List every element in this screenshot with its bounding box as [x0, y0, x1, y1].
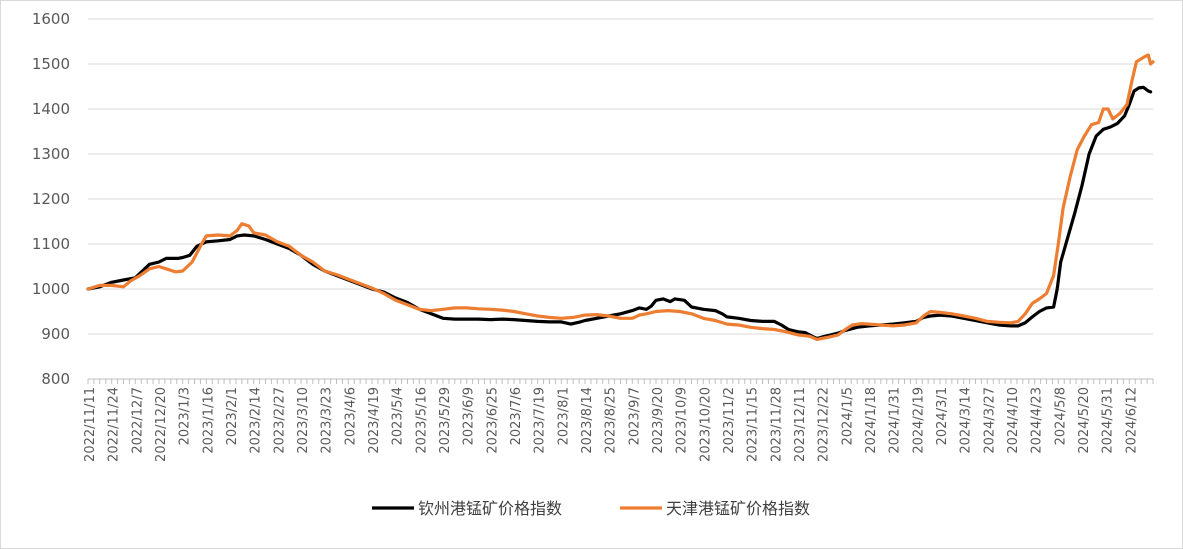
- x-tick-label: 2024/1/31: [888, 387, 903, 454]
- y-tick-label: 1200: [32, 190, 70, 208]
- x-tick-label: 2024/3/27: [982, 387, 997, 454]
- y-tick-labels: 800 900 1000 1100 1200 1300 1400 1500 1600: [32, 10, 70, 388]
- y-tick-label: 1000: [32, 280, 70, 298]
- x-tick-label: 2023/10/20: [698, 387, 713, 462]
- series-lines: [86, 53, 1155, 341]
- x-tick-label: 2023/8/25: [604, 387, 619, 454]
- x-tick-label: 2023/6/9: [462, 387, 477, 445]
- legend-item-1: 钦州港锰矿价格指数: [372, 499, 562, 518]
- y-tick-label: 800: [41, 370, 70, 388]
- x-tick-label: 2024/3/14: [959, 387, 974, 454]
- x-axis: [87, 378, 1154, 384]
- x-tick-label: 2023/9/20: [651, 387, 666, 454]
- x-tick-label: 2023/3/23: [320, 387, 335, 454]
- x-tick-label: 2023/2/1: [225, 387, 240, 445]
- x-tick-label: 2023/10/9: [675, 387, 690, 454]
- x-tick-label: 2024/1/5: [840, 387, 855, 445]
- y-tick-label: 1600: [32, 10, 70, 28]
- x-tick-label: 2023/2/27: [272, 387, 287, 454]
- x-tick-label: 2024/4/10: [1006, 387, 1021, 454]
- x-tick-label: 2023/5/29: [438, 387, 453, 454]
- x-tick-label: 2024/1/18: [864, 387, 879, 454]
- x-tick-label: 2023/5/4: [391, 387, 406, 445]
- x-tick-label: 2023/6/25: [485, 387, 500, 454]
- x-tick-label: 2023/12/11: [793, 387, 808, 462]
- x-tick-label: 2024/4/23: [1030, 387, 1045, 454]
- y-tick-label: 1400: [32, 100, 70, 118]
- x-tick-label: 2023/12/22: [817, 387, 832, 462]
- x-tick-label: 2023/1/16: [201, 387, 216, 454]
- series-line-2: [86, 53, 1155, 341]
- x-tick-label: 2023/11/2: [722, 387, 737, 454]
- x-tick-label: 2023/9/7: [627, 387, 642, 445]
- x-tick-label: 2022/11/24: [107, 387, 122, 462]
- x-tick-label: 2024/3/1: [935, 387, 950, 445]
- x-tick-label: 2023/4/19: [367, 387, 382, 454]
- x-tick-label: 2024/5/31: [1101, 387, 1116, 454]
- x-tick-label: 2024/5/20: [1077, 387, 1092, 454]
- x-tick-label: 2024/6/12: [1124, 387, 1139, 454]
- y-tick-label: 1300: [32, 145, 70, 163]
- x-tick-label: 2023/8/14: [580, 387, 595, 454]
- x-tick-label: 2023/8/1: [556, 387, 571, 445]
- legend: 钦州港锰矿价格指数 天津港锰矿价格指数: [372, 499, 810, 518]
- x-tick-label: 2022/12/7: [130, 387, 145, 454]
- x-tick-labels: 2022/11/11 2022/11/24 2022/12/7 2022/12/20 2…: [83, 387, 1139, 462]
- x-tick-label: 2023/11/28: [769, 387, 784, 462]
- y-tick-label: 900: [41, 325, 70, 343]
- x-tick-label: 2024/2/19: [911, 387, 926, 454]
- legend-label: 钦州港锰矿价格指数: [418, 499, 562, 518]
- gridlines: [88, 18, 1153, 335]
- x-tick-label: 2023/11/15: [746, 387, 761, 462]
- x-tick-label: 2023/2/14: [249, 387, 264, 454]
- y-tick-label: 1500: [32, 55, 70, 73]
- x-tick-label: 2024/5/8: [1053, 387, 1068, 445]
- x-tick-label: 2023/7/6: [509, 387, 524, 445]
- x-tick-label: 2023/4/6: [343, 387, 358, 445]
- x-tick-label: 2023/5/16: [414, 387, 429, 454]
- x-tick-label: 2022/12/20: [154, 387, 169, 462]
- series-line-1: [86, 85, 1153, 341]
- x-tick-label: 2022/11/11: [83, 387, 98, 462]
- y-tick-label: 1100: [32, 235, 70, 253]
- legend-label: 天津港锰矿价格指数: [666, 499, 810, 518]
- x-tick-label: 2023/3/10: [296, 387, 311, 454]
- x-tick-label: 2023/7/19: [533, 387, 548, 454]
- legend-item-2: 天津港锰矿价格指数: [620, 499, 810, 518]
- x-tick-label: 2023/1/3: [178, 387, 193, 445]
